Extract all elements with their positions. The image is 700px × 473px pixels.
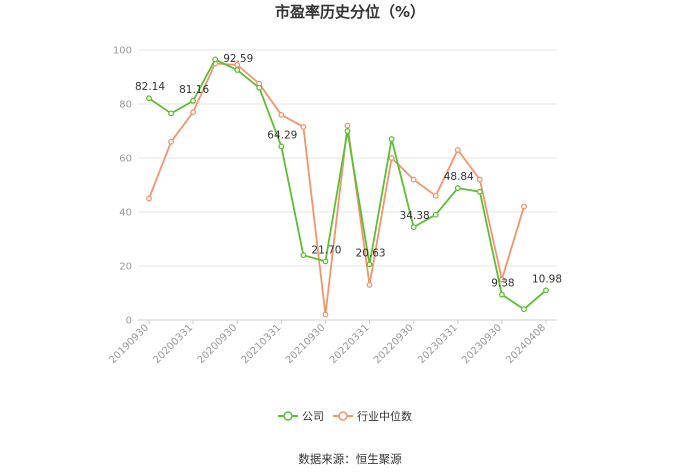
x-tick-label: 20220930: [372, 322, 416, 366]
data-point: [476, 176, 483, 183]
data-point: [520, 203, 527, 210]
x-tick-label: 20230331: [416, 322, 460, 366]
data-point: [146, 195, 152, 202]
x-axis: 20190930 20200331 20200930 20210331 20210930…: [107, 319, 557, 366]
data-label: 20.63: [356, 247, 386, 259]
y-tick-label: 80: [119, 100, 132, 111]
data-label: 9.38: [491, 278, 514, 290]
data-point: [410, 176, 417, 183]
data-labels: 82.14 81.16 92.59 64.29 21.70 20.63 34.38 48.84…: [135, 53, 562, 290]
data-label: 48.84: [444, 171, 474, 183]
x-tick-label: 20210930: [284, 322, 328, 366]
x-tick-label: 20230930: [460, 322, 504, 366]
data-point: [168, 110, 175, 117]
legend[interactable]: 公司 行业中位数: [278, 409, 412, 423]
data-point: [234, 67, 241, 73]
data-point: [388, 155, 395, 161]
data-point: [146, 95, 152, 102]
y-tick-label: 0: [126, 316, 132, 327]
data-point: [322, 311, 329, 318]
chart-title: 市盈率历史分位（%）: [275, 3, 425, 21]
data-point: [543, 287, 549, 294]
data-point: [300, 123, 307, 130]
data-point: [366, 261, 373, 268]
data-point: [300, 252, 307, 259]
data-label: 21.70: [311, 244, 341, 256]
data-point: [322, 258, 329, 265]
x-tick-label: 20200331: [151, 322, 195, 366]
data-point: [454, 146, 461, 153]
y-tick-label: 20: [119, 262, 132, 273]
legend-marker: [283, 411, 293, 421]
data-point: [388, 136, 395, 143]
data-point: [344, 122, 351, 129]
x-tick-label: 20220331: [328, 322, 372, 366]
series-line-0: [148, 58, 547, 311]
series-line-1: [148, 62, 525, 315]
y-tick-label: 40: [119, 208, 132, 219]
x-tick-label: 20190930: [107, 322, 151, 366]
data-point: [476, 188, 483, 195]
data-point: [410, 224, 417, 231]
data-point: [432, 192, 439, 199]
data-point: [498, 291, 505, 298]
series-layer: [146, 56, 549, 318]
data-point: [278, 143, 285, 150]
data-point: [190, 109, 197, 116]
grid: [138, 49, 557, 267]
data-source: 数据来源：恒生聚源: [298, 452, 402, 466]
x-tick-label: 20200930: [196, 322, 240, 366]
y-axis: 0 20 40 60 80 100: [113, 46, 132, 327]
data-point: [256, 84, 263, 91]
data-point: [498, 276, 505, 283]
data-point: [432, 211, 439, 218]
data-point: [278, 111, 285, 118]
x-tick-label: 20210331: [240, 322, 284, 366]
data-point: [454, 185, 461, 192]
data-point: [520, 306, 527, 313]
x-tick-label: 20240408: [504, 322, 548, 366]
data-label: 64.29: [267, 129, 297, 141]
legend-marker: [338, 411, 348, 421]
data-label: 34.38: [400, 210, 430, 222]
data-label: 82.14: [135, 81, 165, 93]
data-point: [344, 128, 351, 134]
data-point: [366, 281, 373, 288]
y-tick-label: 60: [119, 154, 132, 165]
data-label: 81.16: [179, 84, 209, 96]
data-label: 92.59: [223, 53, 253, 65]
legend-label: 公司: [302, 410, 324, 423]
y-tick-label: 100: [113, 46, 132, 57]
data-point: [190, 97, 197, 104]
data-label: 10.98: [532, 273, 562, 285]
data-point: [212, 56, 219, 63]
data-point: [168, 138, 175, 145]
legend-label: 行业中位数: [357, 409, 412, 423]
